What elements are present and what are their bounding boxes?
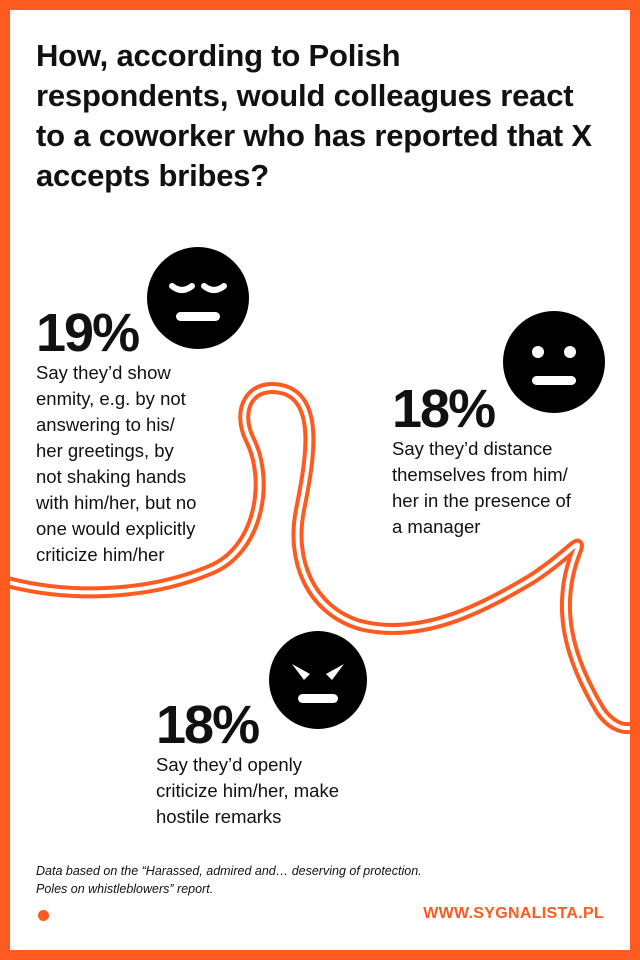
- annoyed-face-icon: [147, 247, 249, 349]
- stat-percent: 18%: [156, 695, 260, 755]
- angry-face-icon: [269, 631, 367, 729]
- stat-description: Say they’d distance themselves from him/…: [392, 436, 620, 540]
- stat-percent: 18%: [392, 379, 496, 439]
- stat-line: her greetings, by: [36, 440, 174, 461]
- decorative-ribbon: [10, 382, 630, 735]
- stat-line: themselves from him/: [392, 464, 568, 485]
- stat-line: hostile remarks: [156, 806, 282, 827]
- infographic-card: How, according to Polish respondents, wo…: [10, 10, 630, 950]
- stat-line: Say they’d openly: [156, 754, 303, 775]
- stat-line: Say they’d distance: [392, 438, 553, 459]
- bullet-dot-icon: [38, 910, 49, 921]
- stat-line: with him/her, but no: [36, 492, 197, 513]
- stat-percent: 19%: [36, 303, 140, 363]
- source-line: Data based on the “Harassed, admired and…: [36, 864, 422, 878]
- page-title: How, according to Polish respondents, wo…: [36, 38, 592, 193]
- stat-line: not shaking hands: [36, 466, 187, 487]
- stat-description: Say they’d show enmity, e.g. by not answ…: [36, 360, 246, 568]
- stat-line: a manager: [392, 516, 481, 537]
- stat-line: one would explicitly: [36, 518, 196, 539]
- stat-block-enmity: 19% Say they’d show enmity, e.g. by not …: [36, 306, 246, 568]
- stat-block-distance: 18% Say they’d distance themselves from …: [392, 382, 620, 540]
- stat-description: Say they’d openly criticize him/her, mak…: [156, 752, 396, 830]
- stat-line: answering to his/: [36, 414, 175, 435]
- source-line: Poles on whistleblowers” report.: [36, 882, 214, 896]
- stat-line: enmity, e.g. by not: [36, 388, 186, 409]
- stat-line: Say they’d show: [36, 362, 171, 383]
- stat-line: her in the presence of: [392, 490, 571, 511]
- stat-line: criticize him/her, make: [156, 780, 339, 801]
- stat-line: criticize him/her: [36, 544, 165, 565]
- source-note: Data based on the “Harassed, admired and…: [36, 862, 536, 898]
- neutral-face-icon: [503, 311, 605, 413]
- stat-block-criticize: 18% Say they’d openly criticize him/her,…: [156, 698, 396, 830]
- website-link[interactable]: WWW.SYGNALISTA.PL: [423, 905, 604, 922]
